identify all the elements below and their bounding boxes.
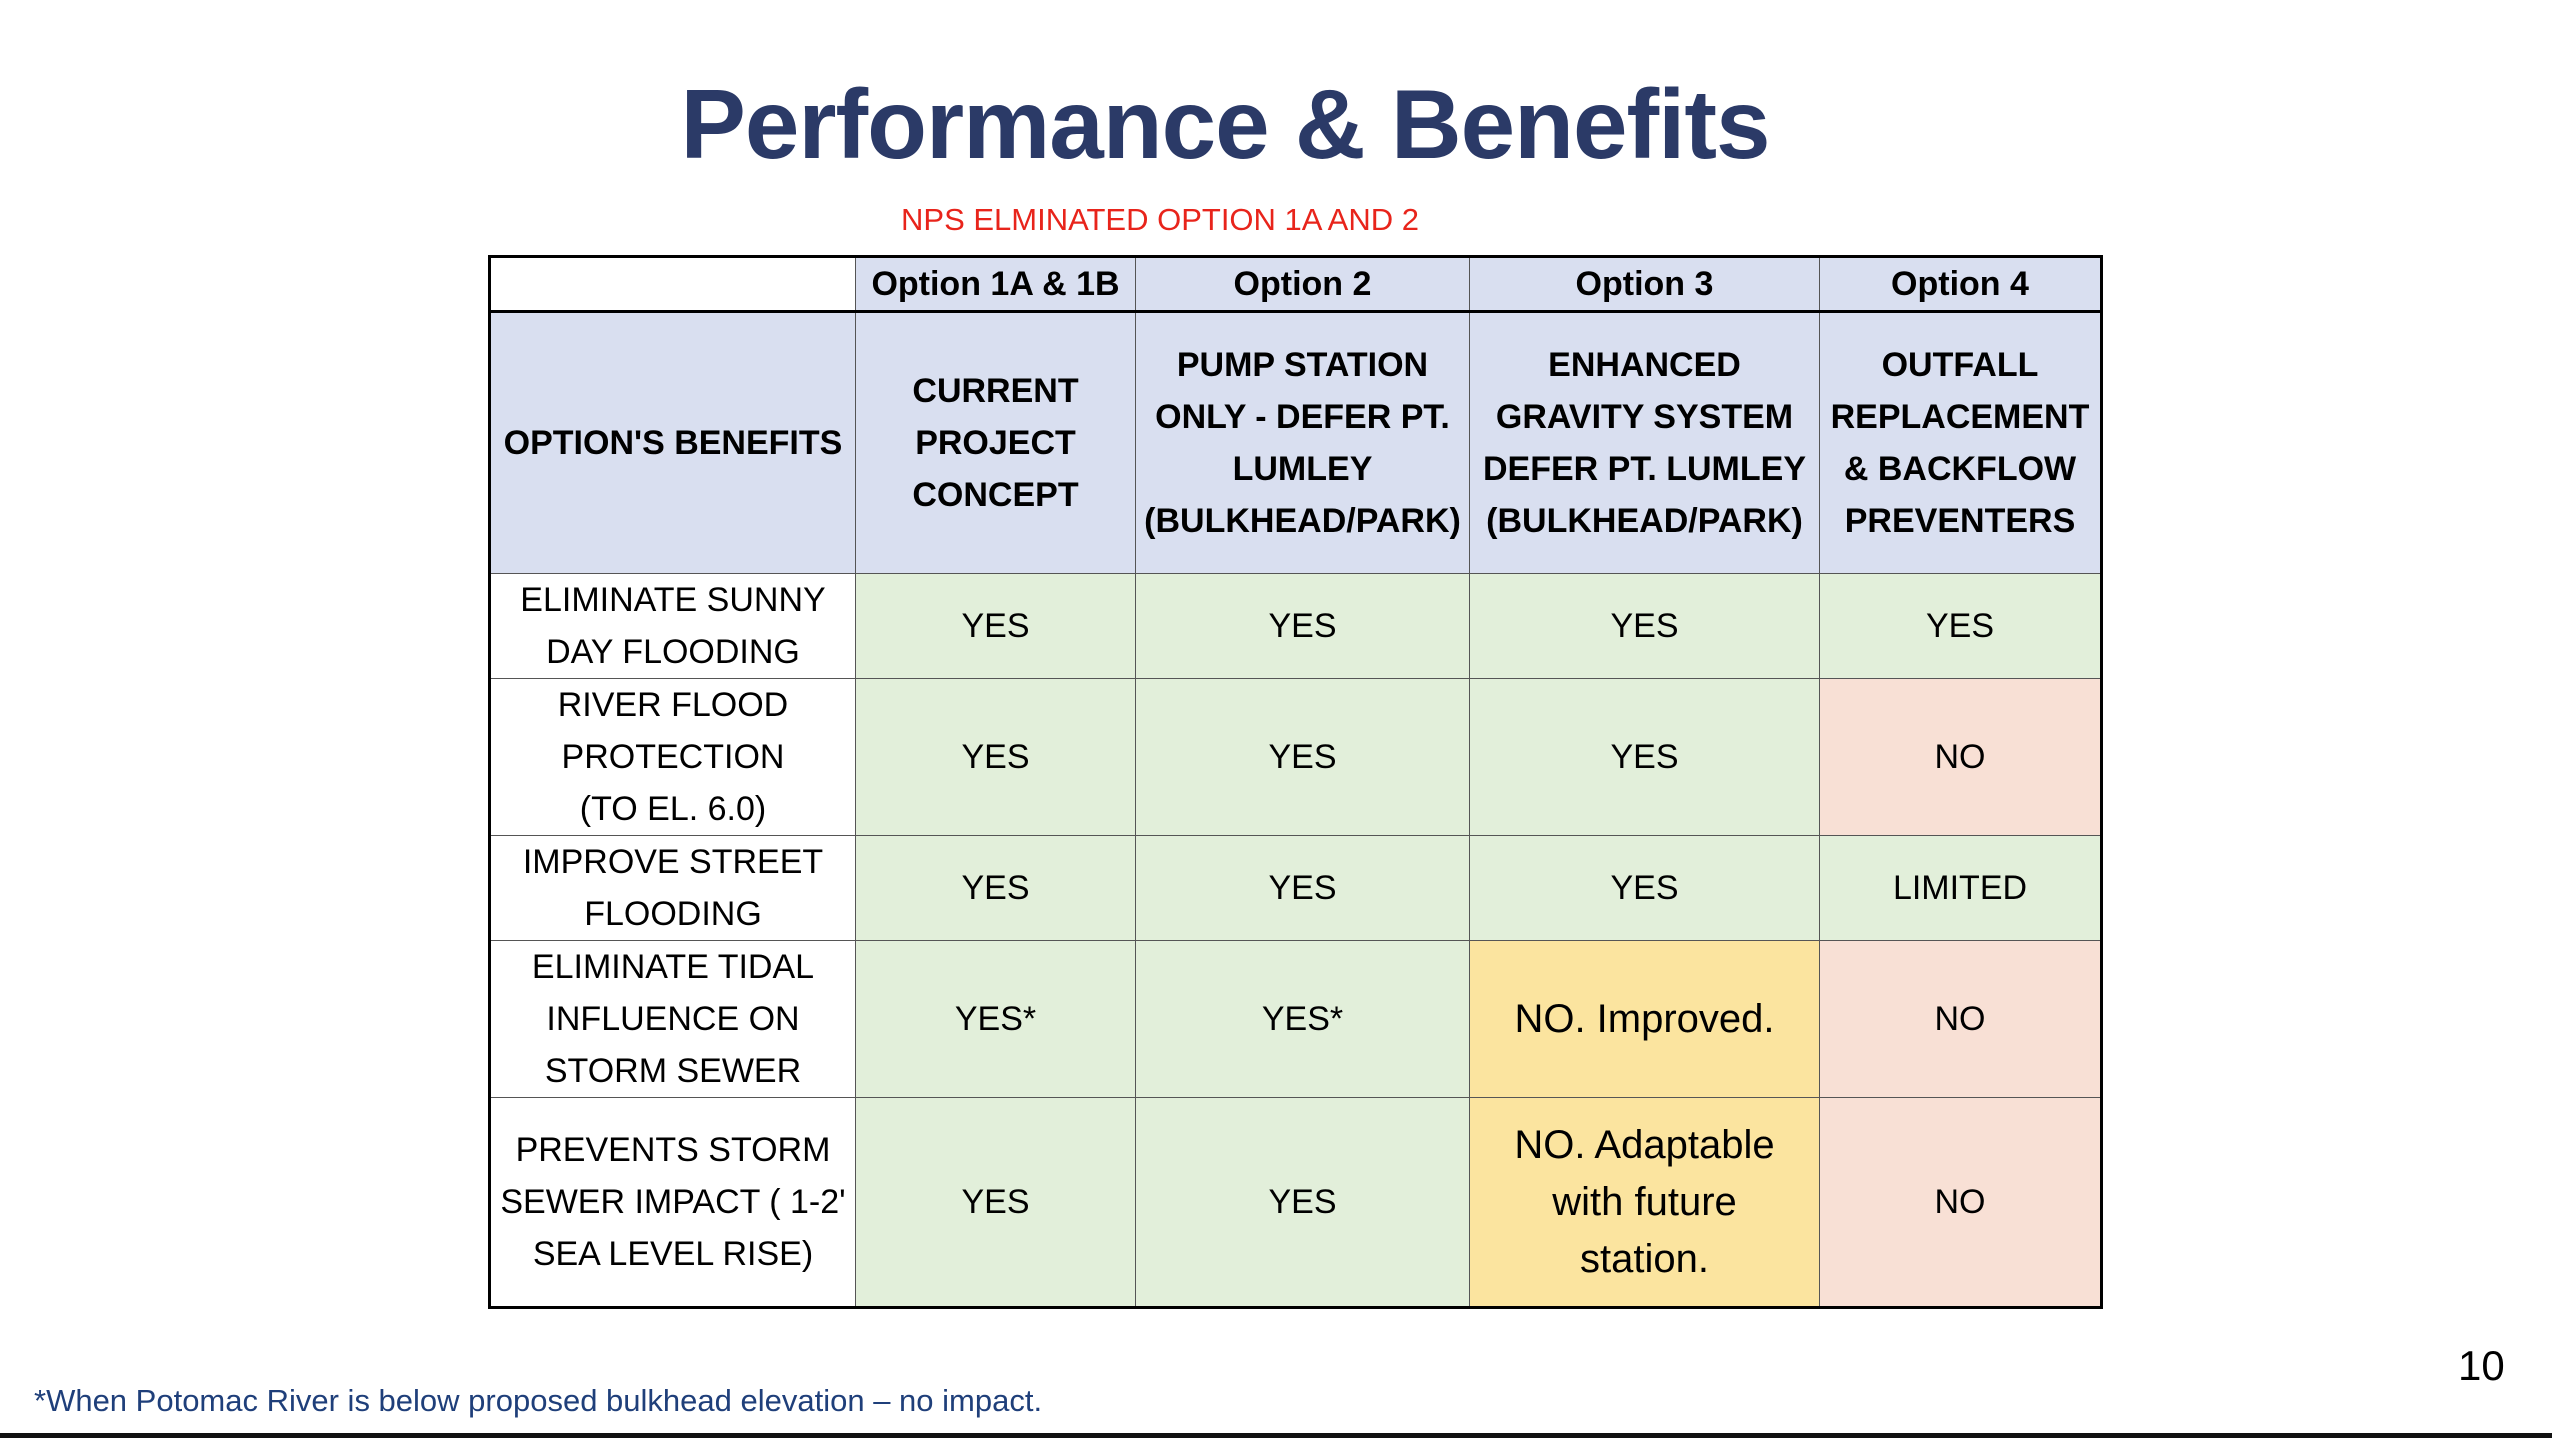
benefit-label: ELIMINATE TIDAL INFLUENCE ON STORM SEWER <box>489 940 856 1098</box>
bottom-border <box>0 1433 2552 1438</box>
value-cell: YES <box>855 573 1136 679</box>
option-header: Option 2 <box>1135 256 1470 313</box>
benefit-label: ELIMINATE SUNNY DAY FLOODING <box>489 573 856 679</box>
value-cell: YES <box>855 678 1136 836</box>
value-cell: YES <box>1135 573 1470 679</box>
value-cell: LIMITED <box>1819 835 2102 941</box>
value-cell: NO <box>1819 1097 2102 1308</box>
value-cell: YES <box>1135 1097 1470 1308</box>
page-number: 10 <box>2458 1342 2505 1389</box>
value-cell: YES <box>855 1097 1136 1308</box>
elimination-note: NPS ELMINATED OPTION 1A AND 2 <box>901 202 1419 237</box>
value-cell: YES <box>855 835 1136 941</box>
table-row: ELIMINATE TIDAL INFLUENCE ON STORM SEWER… <box>489 940 2102 1098</box>
table-row: ELIMINATE SUNNY DAY FLOODING YES YES YES… <box>489 573 2102 679</box>
descriptions-row: OPTION'S BENEFITS CURRENT PROJECT CONCEP… <box>489 311 2102 574</box>
value-cell: NO <box>1819 940 2102 1098</box>
option-description: PUMP STATION ONLY - DEFER PT. LUMLEY (BU… <box>1135 311 1470 574</box>
value-cell: YES <box>1469 678 1820 836</box>
option-description: CURRENT PROJECT CONCEPT <box>855 311 1136 574</box>
value-cell: NO. Improved. <box>1469 940 1820 1098</box>
footnote: *When Potomac River is below proposed bu… <box>34 1383 1043 1418</box>
value-cell: YES <box>1469 573 1820 679</box>
benefit-label: IMPROVE STREET FLOODING <box>489 835 856 941</box>
option-header: Option 4 <box>1819 256 2102 313</box>
benefit-label: PREVENTS STORM SEWER IMPACT ( 1-2' SEA L… <box>489 1097 856 1308</box>
table-row: IMPROVE STREET FLOODING YES YES YES LIMI… <box>489 835 2102 941</box>
value-cell: NO <box>1819 678 2102 836</box>
table-row: PREVENTS STORM SEWER IMPACT ( 1-2' SEA L… <box>489 1097 2102 1308</box>
option-header: Option 3 <box>1469 256 1820 313</box>
blank-cell <box>489 256 856 313</box>
option-description: OUTFALL REPLACEMENT & BACKFLOW PREVENTER… <box>1819 311 2102 574</box>
value-cell: YES <box>1135 835 1470 941</box>
value-cell: YES <box>1469 835 1820 941</box>
value-cell: YES <box>1135 678 1470 836</box>
benefit-label: RIVER FLOOD PROTECTION (TO EL. 6.0) <box>489 678 856 836</box>
benefits-header: OPTION'S BENEFITS <box>489 311 856 574</box>
table-row: RIVER FLOOD PROTECTION (TO EL. 6.0) YES … <box>489 678 2102 836</box>
benefits-table: Option 1A & 1B Option 2 Option 3 Option … <box>488 255 2103 1309</box>
slide-title: Performance & Benefits <box>680 69 1770 179</box>
value-cell: YES* <box>1135 940 1470 1098</box>
option-header: Option 1A & 1B <box>855 256 1136 313</box>
options-header-row: Option 1A & 1B Option 2 Option 3 Option … <box>489 256 2102 313</box>
value-cell: YES* <box>855 940 1136 1098</box>
option-description: ENHANCED GRAVITY SYSTEM DEFER PT. LUMLEY… <box>1469 311 1820 574</box>
value-cell: YES <box>1819 573 2102 679</box>
value-cell: NO. Adaptable with future station. <box>1469 1097 1820 1308</box>
